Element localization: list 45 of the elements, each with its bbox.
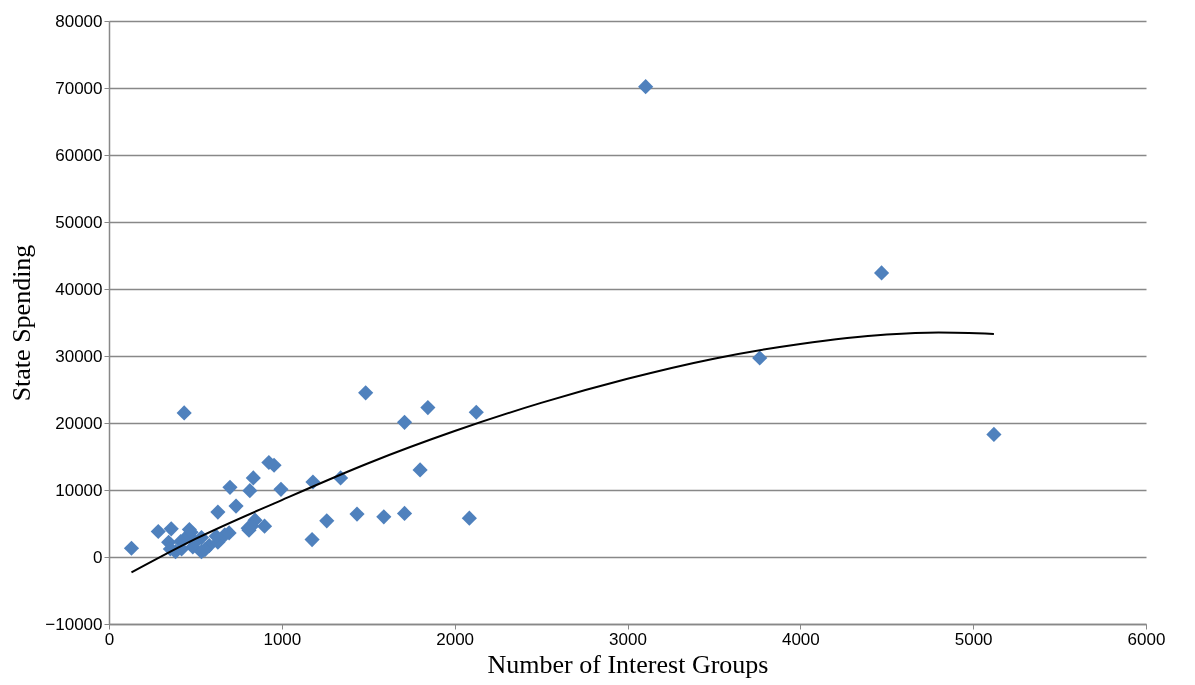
y-tick-label: 50000 xyxy=(55,212,103,232)
point xyxy=(319,513,335,529)
point xyxy=(304,532,320,548)
point xyxy=(150,523,166,540)
y-tick-label: 20000 xyxy=(55,413,103,433)
point xyxy=(412,462,428,478)
x-tick-label: 4000 xyxy=(781,629,820,649)
point xyxy=(638,79,654,95)
y-tick-label: 0 xyxy=(93,547,103,567)
point xyxy=(210,504,226,520)
point xyxy=(273,481,289,497)
y-tick-label: 30000 xyxy=(55,346,103,366)
x-tick-label: 3000 xyxy=(609,629,647,649)
point xyxy=(176,405,192,421)
point xyxy=(245,470,261,486)
point xyxy=(256,518,273,534)
y-tick-label: 60000 xyxy=(55,145,103,165)
x-axis-title: Number of Interest Groups xyxy=(487,649,769,679)
x-tick-label: 6000 xyxy=(1127,629,1166,649)
y-tick-label: 80000 xyxy=(55,11,103,31)
line-series xyxy=(130,331,995,574)
y-axis-title: State Spending xyxy=(7,244,37,402)
point xyxy=(986,426,1002,442)
y-tick-label: −10000 xyxy=(45,614,103,634)
point xyxy=(468,404,484,420)
point xyxy=(461,510,477,526)
y-tick-label: 10000 xyxy=(55,480,103,500)
point xyxy=(222,479,238,495)
point xyxy=(752,350,768,366)
x-tick-label: 1000 xyxy=(263,629,302,649)
point xyxy=(228,498,244,514)
x-tick-label: 5000 xyxy=(954,629,993,649)
point xyxy=(396,414,413,430)
x-tick-label: 2000 xyxy=(436,629,475,649)
point xyxy=(376,509,392,525)
point xyxy=(358,385,374,401)
point xyxy=(420,400,436,416)
point xyxy=(349,506,365,522)
point xyxy=(873,265,890,281)
point xyxy=(163,521,179,537)
point xyxy=(123,540,140,556)
point xyxy=(242,483,258,499)
point xyxy=(396,505,413,522)
y-tick-label: 70000 xyxy=(55,78,103,98)
y-tick-label: 40000 xyxy=(55,279,103,299)
